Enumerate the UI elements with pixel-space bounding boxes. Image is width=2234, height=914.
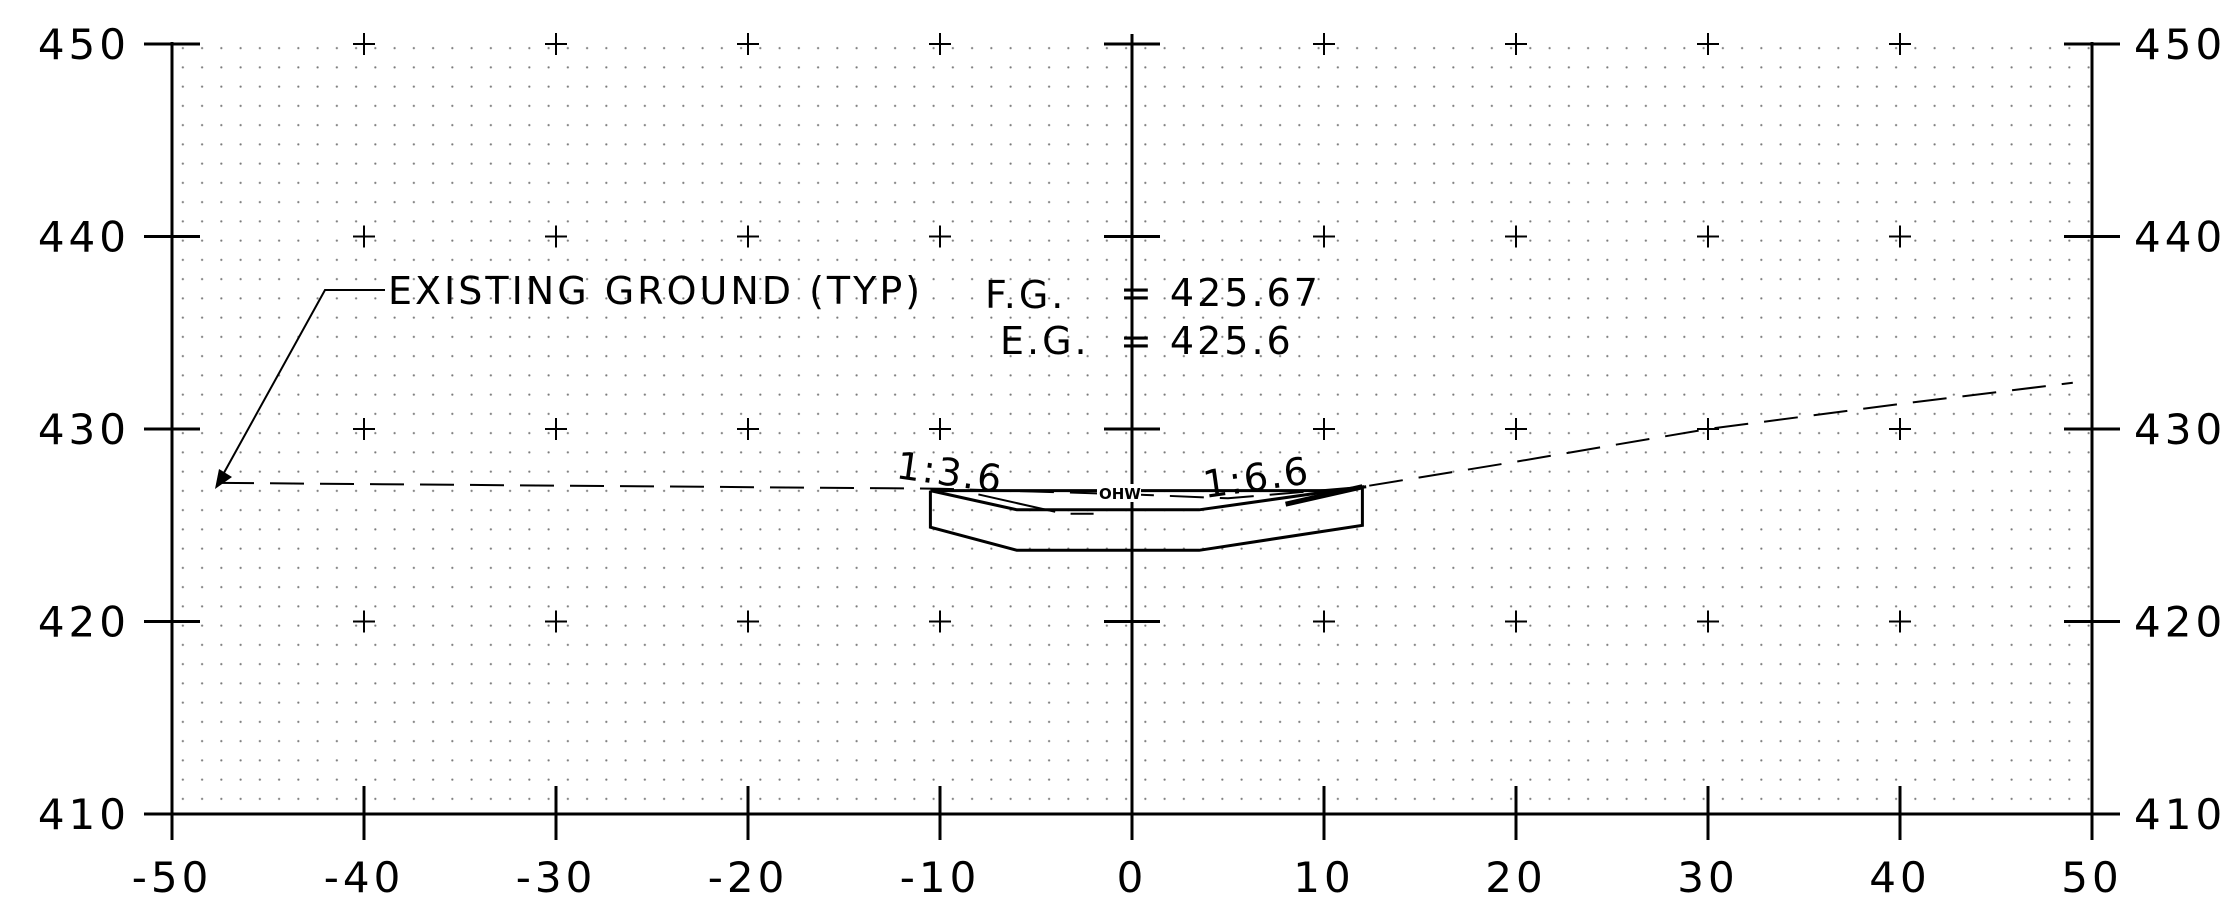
right-slope-emphasis [1285, 484, 1363, 507]
fg-label: F.G. [985, 273, 1066, 317]
eg-label: E.G. [1000, 319, 1090, 363]
eg-value: = 425.6 [1120, 319, 1294, 363]
leader-arrowhead [215, 469, 232, 489]
y-tick-label-left: 450 [38, 20, 130, 69]
y-tick-label-right: 420 [2134, 598, 2226, 647]
existing-ground-line [219, 381, 2073, 500]
y-tick-label-right: 450 [2134, 20, 2226, 69]
x-tick-label: 10 [1293, 853, 1354, 902]
section-geometry [219, 381, 2073, 552]
x-tick-label: -40 [324, 853, 405, 902]
x-tick-label: 40 [1869, 853, 1930, 902]
existing-ground-leader [219, 289, 385, 481]
y-tick-label-right: 440 [2134, 213, 2226, 262]
x-tick-label: 50 [2061, 853, 2122, 902]
x-tick-label: 30 [1677, 853, 1738, 902]
y-tick-label-left: 420 [38, 598, 130, 647]
x-tick-label: -10 [900, 853, 981, 902]
grade-callout: F.G. = 425.67 E.G. = 425.6 [985, 271, 1321, 363]
existing-ground-label: EXISTING GROUND (TYP) [388, 269, 923, 313]
fg-value: = 425.67 [1120, 271, 1321, 315]
y-tick-label-left: 430 [38, 405, 130, 454]
x-tick-label: 0 [1117, 853, 1148, 902]
x-tick-label: -50 [132, 853, 213, 902]
left-slope-leader [978, 493, 1056, 513]
x-tick-label: -20 [708, 853, 789, 902]
y-tick-label-right: 410 [2134, 790, 2226, 839]
y-tick-label-right: 430 [2134, 405, 2226, 454]
axis-ticks [144, 42, 2120, 840]
utility-tag-label: OHW [1099, 485, 1141, 503]
template-section-outline [928, 485, 1364, 552]
y-tick-label-left: 410 [38, 790, 130, 839]
utility-tag: OHW [1097, 484, 1141, 503]
major-grid-crosses [353, 33, 1911, 633]
x-tick-label: 20 [1485, 853, 1546, 902]
existing-ground-callout: EXISTING GROUND (TYP) [215, 269, 923, 489]
tick-labels: 410 410 420 420 430 430 440 440 450 450 -50 -40 -30 -… [38, 20, 2226, 902]
x-tick-label: -30 [516, 853, 597, 902]
y-tick-label-left: 440 [38, 213, 130, 262]
